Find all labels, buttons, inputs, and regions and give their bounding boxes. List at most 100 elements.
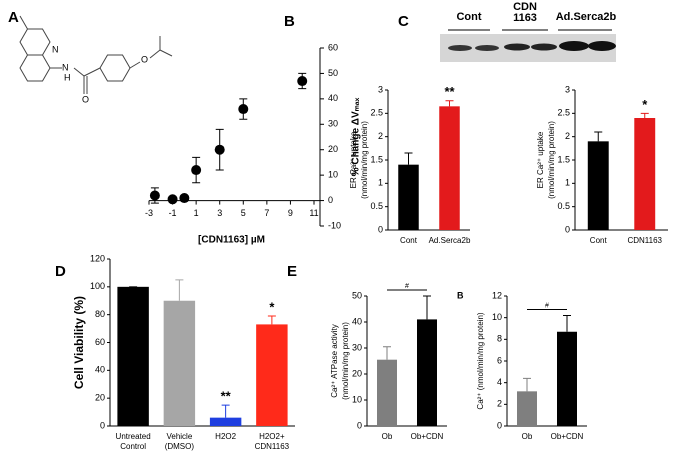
x-tick-label: Control bbox=[120, 442, 146, 451]
x-tick-label: CDN1163 bbox=[627, 236, 662, 245]
significance: * bbox=[269, 299, 275, 314]
error-bar bbox=[221, 404, 230, 418]
y-axis-label: ER Ca²⁺ uptake bbox=[349, 131, 358, 188]
y-axis-label: Cell Viability (%) bbox=[72, 296, 86, 389]
y-tick-label: 30 bbox=[328, 119, 338, 129]
error-bar bbox=[383, 346, 391, 360]
error-bar bbox=[267, 315, 276, 325]
panel-label: B bbox=[457, 290, 464, 300]
y-axis-label: (nmol/min/mg protein) bbox=[341, 322, 350, 400]
y-tick-label: 8 bbox=[497, 334, 502, 344]
chemical-structure bbox=[19, 15, 173, 94]
atom-label: O bbox=[141, 54, 148, 64]
error-bar bbox=[175, 279, 184, 301]
y-tick-label: 0 bbox=[497, 420, 502, 430]
y-tick-label: 20 bbox=[352, 368, 362, 378]
y-tick-label: 80 bbox=[95, 309, 105, 319]
y-tick-label: 1.5 bbox=[557, 154, 570, 164]
error-bar bbox=[523, 377, 531, 392]
x-tick-label: H2O2 bbox=[215, 432, 236, 441]
x-tick-label: H2O2+ bbox=[259, 432, 285, 441]
y-axis-label: (nmol/min/mg protein) bbox=[547, 121, 556, 199]
data-point bbox=[149, 190, 160, 201]
bar bbox=[117, 286, 149, 426]
y-tick-label: 20 bbox=[95, 393, 105, 403]
y-axis-label: (nmol/min/mg protein) bbox=[360, 121, 369, 199]
x-tick-label: Cont bbox=[590, 236, 608, 245]
y-tick-label: 60 bbox=[95, 337, 105, 347]
error-bar bbox=[640, 112, 649, 118]
bar bbox=[163, 300, 196, 426]
y-tick-label: 40 bbox=[95, 365, 105, 375]
y-tick-label: 60 bbox=[328, 42, 338, 52]
bar bbox=[517, 391, 537, 426]
x-tick-label: Ob+CDN bbox=[551, 432, 584, 441]
bar bbox=[256, 324, 288, 426]
panel-label: C bbox=[398, 13, 409, 30]
y-axis-label: Ca²⁺ (nmol/min/mg protein) bbox=[476, 312, 485, 409]
y-axis-label: % Change ΔVₘₐₓ bbox=[351, 97, 362, 176]
y-tick-label: 50 bbox=[352, 290, 362, 300]
significance: * bbox=[642, 97, 648, 112]
x-tick-label: 7 bbox=[264, 208, 269, 218]
y-tick-label: 12 bbox=[492, 290, 502, 300]
x-tick-label: Ad.Serca2b bbox=[429, 236, 471, 245]
blot-label: Ad.Serca2b bbox=[555, 11, 617, 23]
bar bbox=[417, 319, 437, 426]
x-tick-label: -1 bbox=[169, 208, 177, 218]
bar bbox=[439, 106, 460, 230]
x-axis-label: [CDN1163] µM bbox=[198, 235, 265, 246]
y-tick-label: 1 bbox=[565, 178, 570, 188]
y-tick-label: 20 bbox=[328, 144, 338, 154]
panel-label: A bbox=[8, 9, 19, 26]
x-tick-label: 1 bbox=[194, 208, 199, 218]
y-tick-label: 6 bbox=[497, 355, 502, 365]
panel-label: E bbox=[287, 263, 297, 280]
x-tick-label: 5 bbox=[241, 208, 246, 218]
y-tick-label: 0 bbox=[328, 195, 333, 205]
y-tick-label: 0 bbox=[357, 420, 362, 430]
western-blot bbox=[440, 29, 616, 62]
data-point bbox=[179, 193, 190, 204]
error-bar bbox=[404, 152, 413, 165]
y-tick-label: 2 bbox=[497, 399, 502, 409]
y-tick-label: 50 bbox=[328, 68, 338, 78]
y-tick-label: 40 bbox=[328, 93, 338, 103]
atom-label: O bbox=[82, 94, 89, 104]
error-bar bbox=[594, 131, 603, 142]
y-tick-label: 0.5 bbox=[557, 201, 570, 211]
x-tick-label: Untreated bbox=[116, 432, 151, 441]
bar bbox=[634, 118, 656, 230]
y-tick-label: 4 bbox=[497, 377, 502, 387]
data-point bbox=[214, 144, 225, 155]
panel-label: B bbox=[284, 13, 295, 30]
error-bar bbox=[423, 295, 431, 320]
y-axis-label: ER Ca²⁺ uptake bbox=[536, 131, 545, 188]
x-tick-label: -3 bbox=[145, 208, 153, 218]
data-point bbox=[191, 165, 202, 176]
x-tick-label: (DMSO) bbox=[165, 442, 195, 451]
significance: # bbox=[405, 283, 409, 290]
y-tick-label: 10 bbox=[492, 312, 502, 322]
bar bbox=[377, 359, 397, 426]
data-point bbox=[238, 104, 249, 115]
y-axis-label: Ca²⁺ ATPase activity bbox=[330, 324, 339, 397]
y-tick-label: 10 bbox=[352, 394, 362, 404]
significance: ** bbox=[444, 84, 455, 99]
y-tick-label: 1.5 bbox=[370, 154, 383, 164]
y-tick-label: 3 bbox=[565, 84, 570, 94]
y-tick-label: 0.5 bbox=[370, 201, 383, 211]
x-tick-label: Ob bbox=[522, 432, 533, 441]
x-tick-label: Ob bbox=[382, 432, 393, 441]
y-tick-label: 0 bbox=[378, 224, 383, 234]
bar bbox=[587, 141, 609, 230]
y-tick-label: -10 bbox=[328, 220, 341, 230]
atom-label: N bbox=[62, 62, 69, 72]
x-tick-label: 11 bbox=[309, 208, 318, 218]
y-tick-label: 100 bbox=[90, 281, 105, 291]
data-point bbox=[167, 194, 178, 205]
y-tick-label: 2.5 bbox=[557, 108, 570, 118]
x-tick-label: 9 bbox=[288, 208, 293, 218]
